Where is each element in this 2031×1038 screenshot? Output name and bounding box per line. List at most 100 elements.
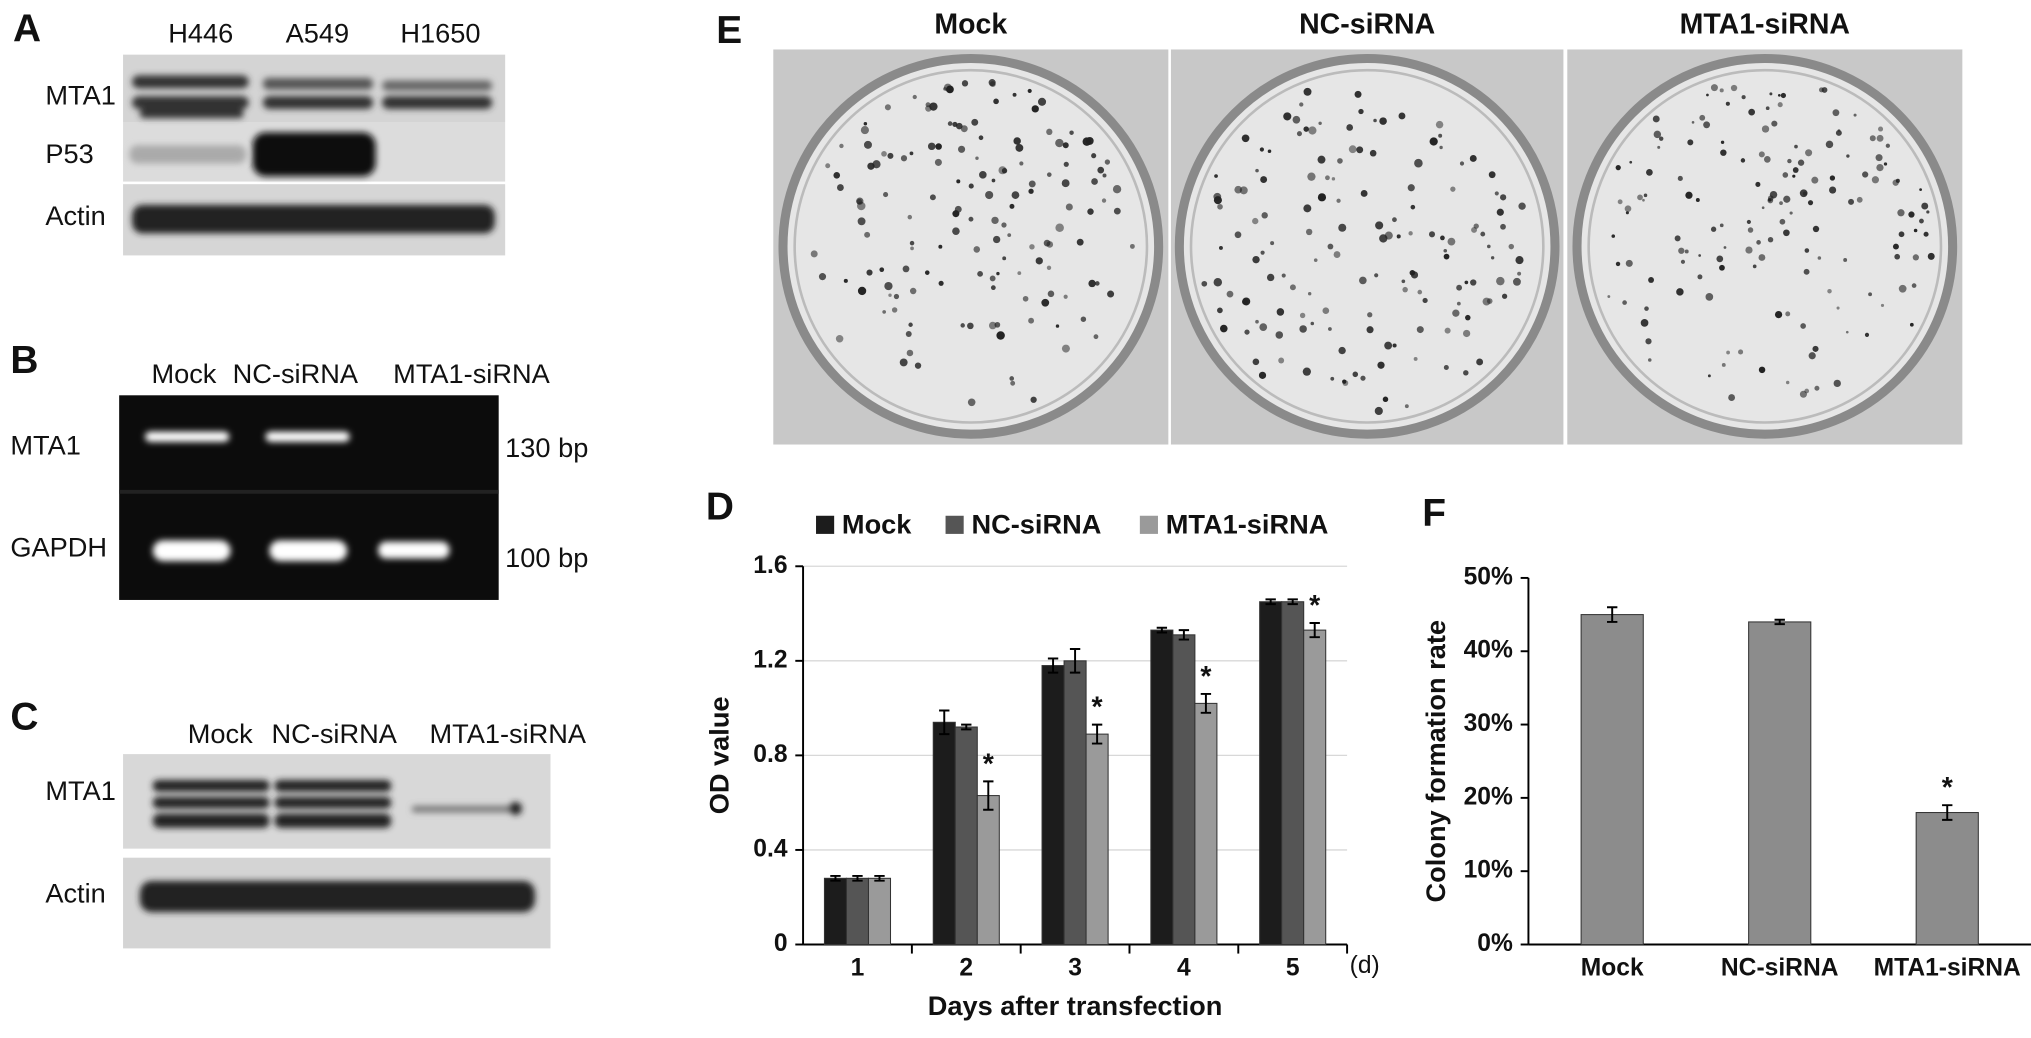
y-tick-label: 0.4 xyxy=(753,835,788,862)
colony xyxy=(985,190,994,200)
colony xyxy=(1799,189,1808,198)
colony xyxy=(1409,270,1416,276)
colony xyxy=(1763,156,1771,163)
colony xyxy=(810,250,818,258)
colony xyxy=(1721,363,1726,367)
colony xyxy=(1303,87,1312,96)
colony xyxy=(1765,106,1770,111)
colony xyxy=(1302,367,1311,376)
colony xyxy=(1234,185,1243,194)
colony xyxy=(952,210,960,218)
colony xyxy=(1028,180,1036,188)
colony xyxy=(1338,223,1347,232)
colony xyxy=(1658,136,1664,141)
legend-label: Mock xyxy=(842,508,912,539)
colony xyxy=(908,322,913,327)
colony xyxy=(971,118,979,126)
x-tick-label: 3 xyxy=(1068,955,1082,982)
colony xyxy=(1027,88,1032,93)
colony xyxy=(1308,126,1317,135)
colony xyxy=(1880,303,1885,307)
colony xyxy=(1640,319,1649,327)
colony xyxy=(1374,273,1379,278)
y-tick-label: 20% xyxy=(1464,783,1513,810)
bar xyxy=(845,877,870,946)
colony xyxy=(1719,223,1724,228)
colony xyxy=(1055,324,1060,328)
colony xyxy=(1720,140,1725,144)
colony xyxy=(1705,293,1714,301)
colony xyxy=(1360,190,1368,197)
colony xyxy=(1095,281,1100,286)
colony xyxy=(1812,225,1820,233)
colony xyxy=(864,231,871,238)
colony xyxy=(1275,331,1284,339)
colony xyxy=(968,216,974,222)
colony xyxy=(1009,376,1015,381)
panel-letter: D xyxy=(706,486,734,529)
row-label: MTA1 xyxy=(10,429,81,460)
colony xyxy=(1456,301,1461,306)
colony xyxy=(1201,280,1208,287)
colony xyxy=(1031,105,1039,113)
colony xyxy=(1377,361,1385,369)
colony xyxy=(1379,117,1387,125)
colony xyxy=(882,310,887,314)
colony xyxy=(1698,254,1702,257)
colony xyxy=(1076,238,1084,246)
colony xyxy=(1908,211,1915,218)
colony xyxy=(1487,244,1491,249)
error-bar xyxy=(1265,598,1276,606)
colony xyxy=(998,166,1007,175)
colony xyxy=(1112,185,1122,194)
colony xyxy=(909,151,914,156)
colony xyxy=(1218,245,1223,250)
colony xyxy=(1289,284,1296,291)
colony xyxy=(989,275,996,282)
x-tick-label: 5 xyxy=(1286,955,1300,982)
colony xyxy=(1923,231,1929,237)
error-bar xyxy=(1774,618,1785,626)
colony xyxy=(1755,181,1761,187)
colony xyxy=(905,331,912,337)
colony xyxy=(961,80,969,87)
colony xyxy=(1927,252,1935,260)
colony xyxy=(1348,145,1357,154)
colony xyxy=(1093,334,1099,340)
bar xyxy=(932,721,956,946)
colony xyxy=(1113,207,1121,215)
colony xyxy=(1087,208,1094,215)
colony xyxy=(935,143,942,150)
colony xyxy=(1009,203,1015,209)
panel-letter: A xyxy=(13,8,41,51)
colony xyxy=(1270,241,1275,246)
colony xyxy=(1812,345,1819,352)
colony xyxy=(1007,233,1012,238)
colony-images xyxy=(773,49,1963,445)
colony xyxy=(1805,149,1813,157)
y-tick-label: 0% xyxy=(1477,930,1513,957)
colony xyxy=(1439,145,1443,150)
colony xyxy=(1898,284,1907,293)
colony xyxy=(960,323,965,328)
colony xyxy=(1657,145,1661,149)
colony xyxy=(1022,295,1029,302)
colony xyxy=(1061,179,1070,188)
colony xyxy=(891,307,898,313)
colony xyxy=(856,201,866,211)
colony xyxy=(1219,324,1228,333)
colony xyxy=(1848,198,1855,205)
error-bar xyxy=(1607,606,1618,623)
legend-swatch xyxy=(816,515,835,534)
colony xyxy=(1413,356,1418,361)
colony xyxy=(1792,167,1799,173)
colony xyxy=(1438,133,1443,138)
bar xyxy=(1281,601,1305,946)
colony xyxy=(1410,204,1416,210)
colony xyxy=(1652,115,1660,123)
colony xyxy=(1797,159,1805,166)
colony xyxy=(887,152,894,159)
lane-label: H446 xyxy=(168,17,233,48)
colony xyxy=(967,398,976,407)
colony xyxy=(910,246,914,251)
